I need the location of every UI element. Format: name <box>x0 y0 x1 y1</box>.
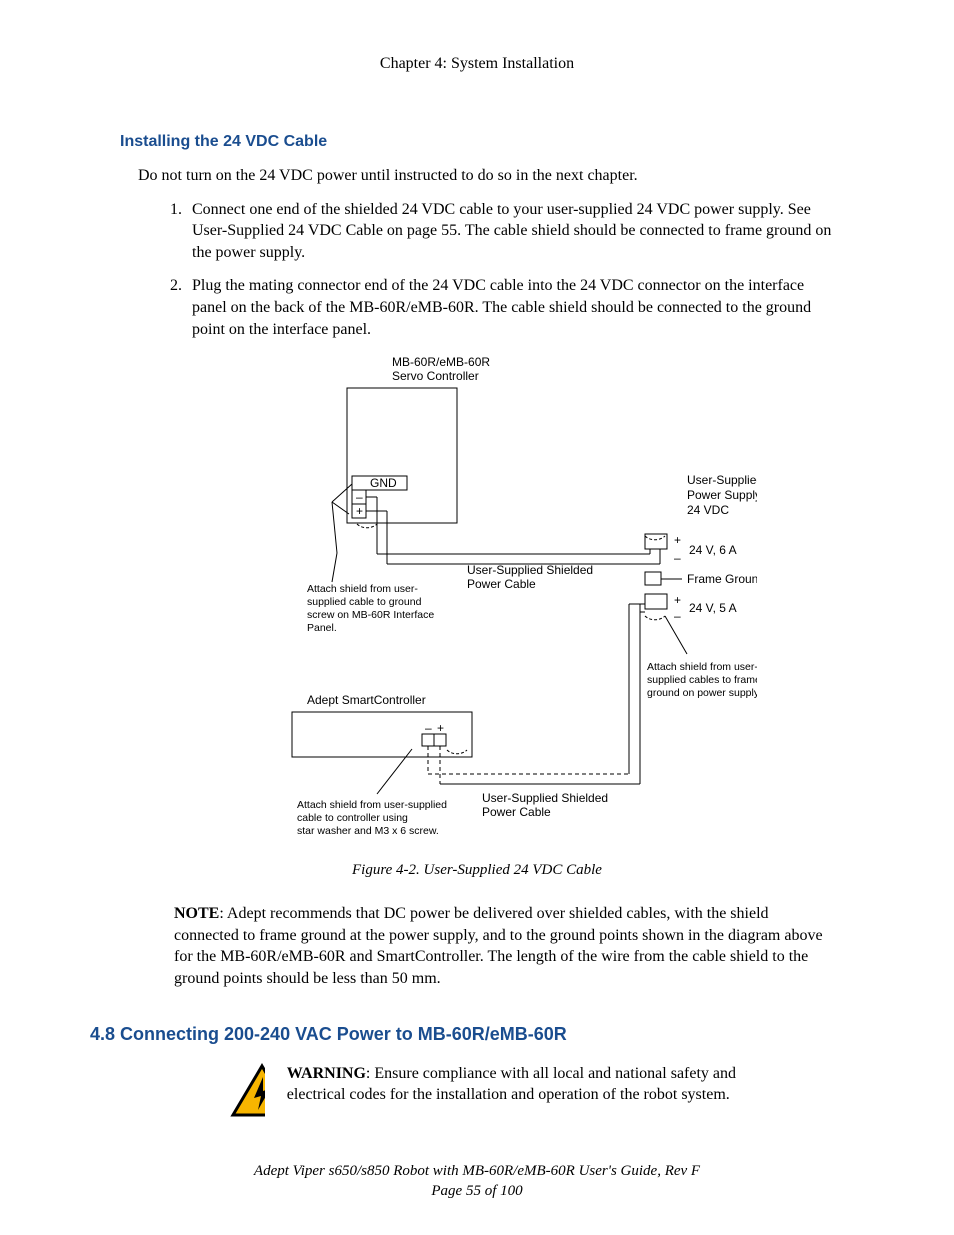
label-plus-ps-top: + <box>674 533 681 547</box>
label-smart-controller: Adept SmartController <box>307 693 426 707</box>
step-1: Connect one end of the shielded 24 VDC c… <box>186 199 834 264</box>
label-note-right-1: Attach shield from user- <box>647 661 757 673</box>
label-plus-ps-bot: + <box>674 593 681 607</box>
step-2: Plug the mating connector end of the 24 … <box>186 275 834 340</box>
label-cable-lower-2: Power Cable <box>482 805 551 819</box>
label-ps-3: 24 VDC <box>687 503 729 517</box>
label-note-top-4: Panel. <box>307 622 337 634</box>
label-cable-lower-1: User-Supplied Shielded <box>482 791 608 805</box>
note-block: NOTE: Adept recommends that DC power be … <box>174 903 824 989</box>
footer-line-2: Page 55 of 100 <box>0 1181 954 1201</box>
label-note-bot-2: cable to controller using <box>297 812 408 824</box>
label-note-right-2: supplied cables to frame <box>647 674 757 686</box>
footer-line-1: Adept Viper s650/s850 Robot with MB-60R/… <box>0 1161 954 1181</box>
label-frame-ground: Frame Ground <box>687 572 757 586</box>
label-minus-ps-bot: – <box>674 609 681 623</box>
heading-4-8: 4.8 Connecting 200-240 VAC Power to MB-6… <box>90 1024 834 1045</box>
intro-paragraph: Do not turn on the 24 VDC power until in… <box>138 165 834 187</box>
label-note-bot-3: star washer and M3 x 6 screw. <box>297 825 439 837</box>
label-note-top-3: screw on MB-60R Interface <box>307 609 434 621</box>
warning-block: WARNING: Ensure compliance with all loca… <box>230 1063 774 1119</box>
label-cable-upper-2: Power Cable <box>467 577 536 591</box>
label-24v5a: 24 V, 5 A <box>689 601 737 615</box>
label-cable-upper-1: User-Supplied Shielded <box>467 563 593 577</box>
label-note-top-2: supplied cable to ground <box>307 596 422 608</box>
label-minus-sc: – <box>425 721 432 735</box>
figure-caption: Figure 4-2. User-Supplied 24 VDC Cable <box>120 862 834 879</box>
heading-installing-24vdc: Installing the 24 VDC Cable <box>120 133 834 151</box>
label-minus-servo: – <box>356 490 363 504</box>
label-gnd: GND <box>370 476 397 490</box>
warning-label: WARNING <box>287 1065 366 1082</box>
label-24v6a: 24 V, 6 A <box>689 543 737 557</box>
page-footer: Adept Viper s650/s850 Robot with MB-60R/… <box>0 1161 954 1202</box>
label-plus-servo: + <box>356 504 363 518</box>
label-note-right-3: ground on power supply. <box>647 687 757 699</box>
label-minus-ps-top: – <box>674 551 681 565</box>
warning-triangle-icon <box>230 1063 265 1119</box>
label-note-bot-1: Attach shield from user-supplied <box>297 799 447 811</box>
label-ps-1: User-Supplied <box>687 473 757 487</box>
figure-4-2-diagram: MB-60R/eMB-60R Servo Controller GND – + … <box>120 354 834 854</box>
label-ps-2: Power Supply <box>687 488 757 502</box>
label-note-top-1: Attach shield from user- <box>307 583 418 595</box>
steps-list: Connect one end of the shielded 24 VDC c… <box>186 199 834 341</box>
note-text: : Adept recommends that DC power be deli… <box>174 905 823 987</box>
label-servo-l1: MB-60R/eMB-60R <box>392 355 490 369</box>
chapter-header: Chapter 4: System Installation <box>120 55 834 73</box>
label-plus-sc: + <box>437 721 444 735</box>
label-servo-l2: Servo Controller <box>392 369 479 383</box>
note-label: NOTE <box>174 905 219 922</box>
